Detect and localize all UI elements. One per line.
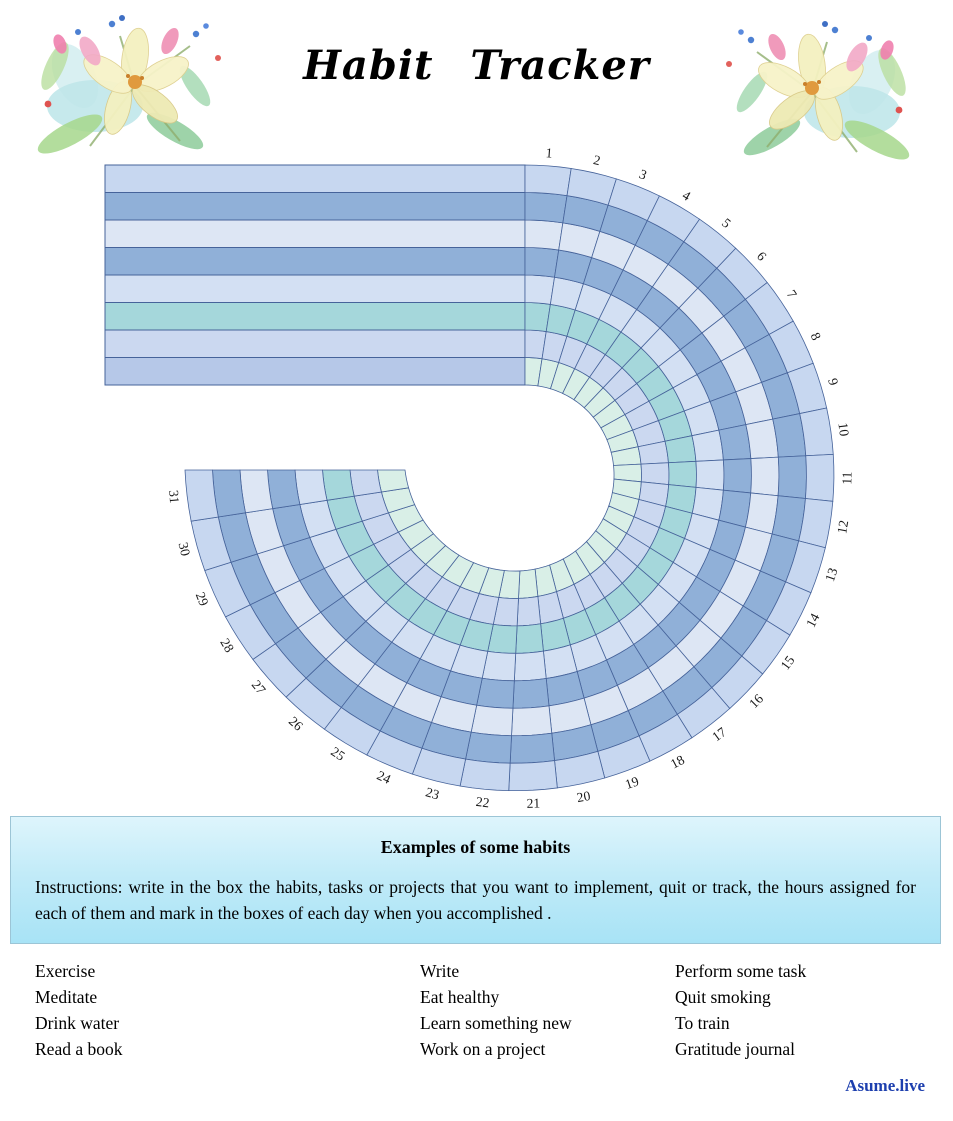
day-cell[interactable] — [239, 469, 274, 514]
day-label: 7 — [784, 287, 800, 301]
day-cell[interactable] — [524, 247, 560, 278]
habit-example: Drink water — [35, 1013, 120, 1033]
day-cell[interactable] — [524, 274, 555, 305]
habit-example: Exercise — [35, 961, 96, 981]
day-cell[interactable] — [524, 219, 564, 251]
day-cell[interactable] — [459, 758, 511, 792]
day-label: 8 — [808, 330, 825, 343]
day-label: 24 — [375, 768, 394, 787]
day-label: 23 — [424, 784, 441, 802]
day-cell[interactable] — [805, 453, 835, 502]
day-cell[interactable] — [294, 469, 328, 505]
examples-column-1: Exercise Meditate Drink water Read a boo… — [35, 958, 122, 1062]
habit-row[interactable] — [104, 219, 526, 248]
day-label: 1 — [545, 145, 553, 160]
day-label: 3 — [637, 166, 649, 183]
day-cell[interactable] — [640, 462, 670, 486]
day-cell[interactable] — [508, 760, 558, 792]
day-label: 5 — [719, 215, 734, 231]
habit-row[interactable] — [104, 274, 526, 303]
day-cell[interactable] — [515, 623, 544, 654]
habit-example: Write — [420, 961, 460, 981]
examples-column-2: Write Eat healthy Learn something new Wo… — [420, 958, 572, 1062]
day-cell[interactable] — [516, 595, 542, 627]
day-cell[interactable] — [722, 458, 752, 494]
day-label: 20 — [576, 788, 592, 805]
habit-row[interactable] — [104, 192, 526, 221]
habit-example: Learn something new — [420, 1013, 572, 1033]
day-label: 11 — [839, 471, 854, 484]
habit-example: Work on a project — [420, 1039, 546, 1059]
habit-example: Eat healthy — [420, 987, 500, 1007]
day-label: 13 — [822, 566, 841, 584]
day-label: 10 — [835, 422, 852, 438]
day-cell[interactable] — [750, 456, 780, 497]
day-label: 4 — [680, 187, 694, 203]
day-label: 17 — [709, 724, 729, 744]
day-cell[interactable] — [476, 677, 515, 709]
habit-row[interactable] — [104, 164, 526, 193]
day-cell[interactable] — [513, 650, 547, 682]
day-cell[interactable] — [512, 678, 550, 709]
instructions-text: Instructions: write in the box the habit… — [35, 877, 916, 924]
day-cell[interactable] — [695, 459, 725, 491]
day-cell[interactable] — [524, 164, 572, 197]
day-cell[interactable] — [668, 460, 697, 488]
page-title: Habit Tracker — [303, 42, 650, 89]
day-cell[interactable] — [465, 731, 512, 764]
day-cell[interactable] — [184, 469, 219, 522]
habit-example: Gratitude journal — [675, 1039, 796, 1059]
examples-column-3: Perform some task Quit smoking To train … — [675, 958, 806, 1062]
habit-example: Perform some task — [675, 961, 807, 981]
day-label: 30 — [176, 541, 194, 558]
day-label: 19 — [623, 773, 641, 792]
day-cell[interactable] — [718, 424, 752, 461]
day-cell[interactable] — [349, 469, 382, 497]
day-label: 12 — [834, 519, 851, 535]
day-label: 15 — [777, 653, 797, 673]
day-label: 6 — [754, 249, 770, 264]
day-cell[interactable] — [377, 469, 410, 493]
examples-heading: Examples of some habits — [380, 837, 571, 857]
habit-row[interactable] — [104, 357, 526, 386]
day-label: 28 — [217, 636, 237, 655]
habit-row[interactable] — [104, 329, 526, 358]
day-cell[interactable] — [518, 568, 539, 599]
day-label: 22 — [475, 794, 490, 811]
habit-row[interactable] — [104, 247, 526, 276]
day-cell[interactable] — [745, 418, 779, 459]
instructions-box: Examples of some habits Instructions: wr… — [10, 816, 941, 944]
brand-watermark: Asume.live — [845, 1076, 925, 1095]
day-cell[interactable] — [511, 705, 553, 737]
day-cell[interactable] — [470, 704, 514, 737]
day-cell[interactable] — [212, 469, 246, 518]
day-label: 29 — [193, 590, 212, 608]
day-label: 25 — [328, 744, 348, 764]
habit-example: Quit smoking — [675, 987, 771, 1007]
day-cell[interactable] — [691, 429, 724, 462]
habit-row[interactable] — [104, 302, 526, 331]
day-cell[interactable] — [267, 469, 301, 510]
day-label: 9 — [825, 376, 841, 387]
day-label: 31 — [166, 489, 182, 504]
day-label: 14 — [803, 611, 823, 630]
day-cell[interactable] — [322, 469, 355, 501]
day-label: 18 — [668, 752, 687, 772]
day-cell[interactable] — [777, 455, 807, 499]
habit-example: To train — [675, 1013, 730, 1033]
habit-tracker-spiral: 1 234567891011121314151617181920212223242… — [104, 145, 855, 811]
habit-example: Meditate — [35, 987, 98, 1007]
day-cell[interactable] — [509, 732, 555, 764]
habit-example: Read a book — [35, 1039, 123, 1059]
habit-examples: Exercise Meditate Drink water Read a boo… — [0, 958, 953, 1078]
day-label: 16 — [746, 691, 766, 711]
day-label: 27 — [249, 677, 269, 697]
day-label: 21 — [526, 796, 540, 811]
day-label: 26 — [286, 713, 306, 733]
day-cell[interactable] — [524, 192, 568, 224]
day-label: 2 — [592, 152, 602, 168]
